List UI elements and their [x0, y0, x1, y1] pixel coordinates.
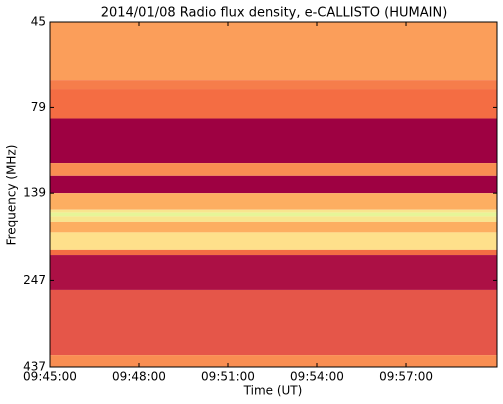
plot-frame	[49, 21, 498, 368]
spectrum-band	[50, 355, 497, 367]
spectrum-band	[50, 221, 497, 233]
spectrum-band	[50, 232, 497, 250]
spectrum-band	[50, 255, 497, 290]
spectrum-band	[50, 193, 497, 210]
y-tick-label: 139	[23, 186, 46, 200]
y-tick-label: 247	[23, 273, 46, 287]
spectrum-band	[50, 22, 497, 81]
y-tick-label: 437	[23, 360, 46, 374]
spectrum-band	[50, 209, 497, 213]
spectrum-band	[50, 175, 497, 194]
x-axis-label: Time (UT)	[243, 384, 303, 398]
spectrum-band	[50, 216, 497, 222]
x-tick-label: 09:48:00	[112, 370, 166, 384]
spectrum-band	[50, 289, 497, 356]
x-tick-label: 09:51:00	[201, 370, 255, 384]
y-axis-label: Frequency (MHz)	[5, 145, 19, 246]
spectrum-band	[50, 89, 497, 119]
spectrum-band	[50, 80, 497, 90]
x-tick-label: 09:54:00	[290, 370, 344, 384]
chart-title: 2014/01/08 Radio flux density, e-CALLIST…	[101, 6, 448, 21]
y-tick-label: 45	[31, 15, 46, 29]
spectrum-band	[50, 249, 497, 256]
x-tick-label: 09:45:00	[23, 370, 77, 384]
x-tick-label: 09:57:00	[379, 370, 433, 384]
spectrum-band	[50, 163, 497, 176]
spectrum-band	[50, 118, 497, 164]
spectrum-band	[50, 212, 497, 217]
y-tick-label: 79	[31, 100, 46, 114]
